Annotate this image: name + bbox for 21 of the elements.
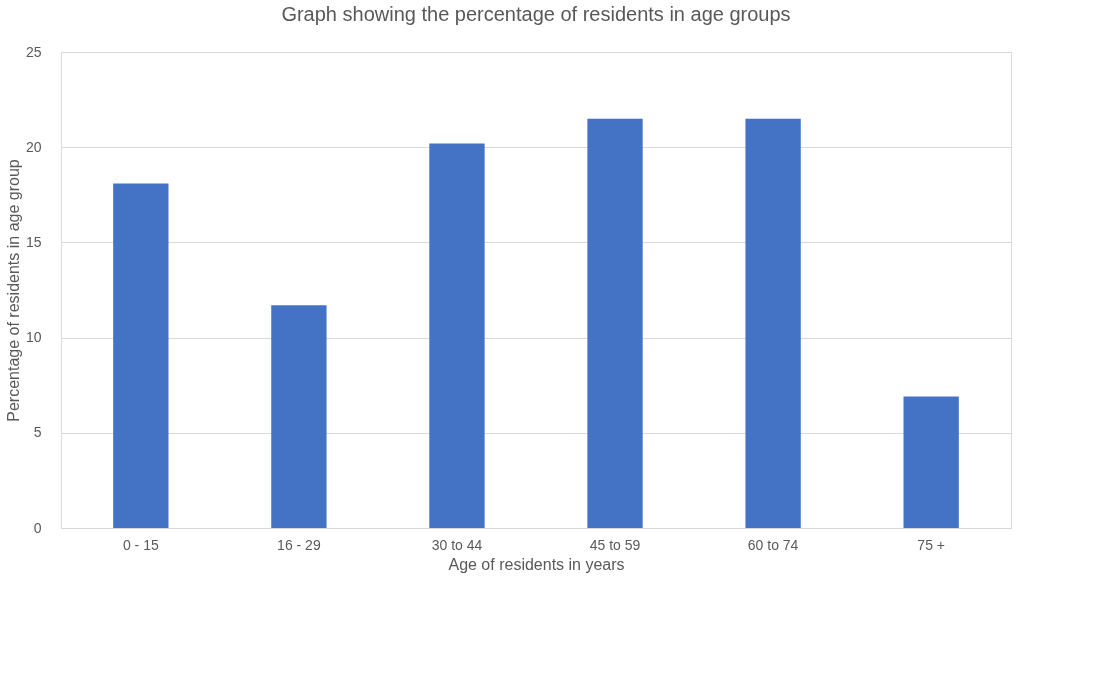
y-tick-label: 25 (25, 43, 42, 60)
y-tick-label: 15 (25, 233, 42, 250)
x-tick-label: 30 to 44 (431, 536, 483, 553)
bar (587, 118, 643, 528)
chart-title: Graph showing the percentage of residents in age groups (281, 3, 791, 25)
x-tick-label: 75 + (917, 536, 945, 553)
bar (271, 305, 327, 528)
bar (903, 396, 959, 528)
bar (745, 118, 801, 528)
y-tick-label: 0 (33, 519, 42, 536)
x-tick-label: 0 - 15 (122, 536, 159, 553)
y-axis-title: Percentage of residents in age group (4, 159, 22, 422)
x-tick-label: 45 to 59 (589, 536, 641, 553)
x-tick-label: 60 to 74 (747, 536, 799, 553)
x-tick-label: 16 - 29 (277, 536, 321, 553)
y-tick-label: 20 (25, 138, 42, 155)
x-axis-title: Age of residents in years (448, 555, 625, 573)
y-tick-label: 5 (33, 424, 42, 441)
bar (429, 143, 485, 528)
bar (113, 183, 169, 528)
y-tick-label: 10 (25, 329, 42, 346)
